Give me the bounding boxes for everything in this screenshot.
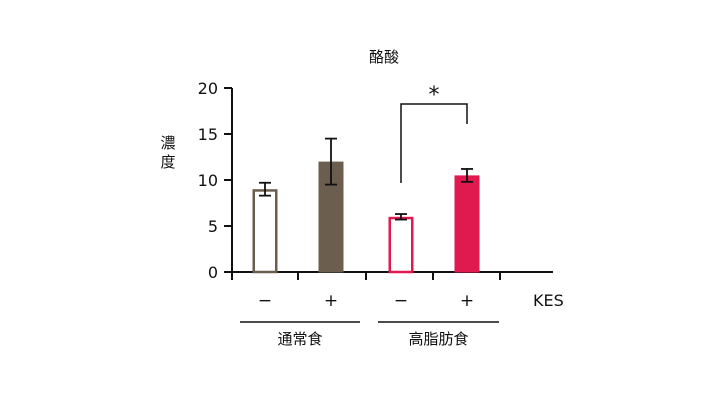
- category-label: +: [324, 291, 338, 311]
- category-label: −: [394, 291, 408, 311]
- y-tick-label: 5: [208, 217, 218, 236]
- bar: [388, 216, 414, 274]
- chart-title: 酪酸: [369, 48, 399, 66]
- category-label: +: [460, 291, 474, 311]
- treatment-label: KES: [533, 291, 564, 310]
- group-label: 高脂肪食: [408, 330, 468, 348]
- significance-bracket: [400, 103, 468, 183]
- y-tick-label: 10: [198, 171, 218, 190]
- bar: [252, 189, 278, 274]
- group-label: 通常食: [277, 330, 322, 348]
- chart-marks: 0 5 10 15 20 − + − + 通常食 高脂肪食 *: [198, 79, 553, 348]
- y-tick-label: 15: [198, 125, 218, 144]
- bar: [454, 175, 480, 273]
- y-axis-label: 濃度: [160, 134, 175, 171]
- y-tick-label: 20: [198, 79, 218, 98]
- y-tick-label: 0: [208, 263, 218, 282]
- significance-marker: *: [429, 83, 440, 108]
- category-label: −: [258, 291, 272, 311]
